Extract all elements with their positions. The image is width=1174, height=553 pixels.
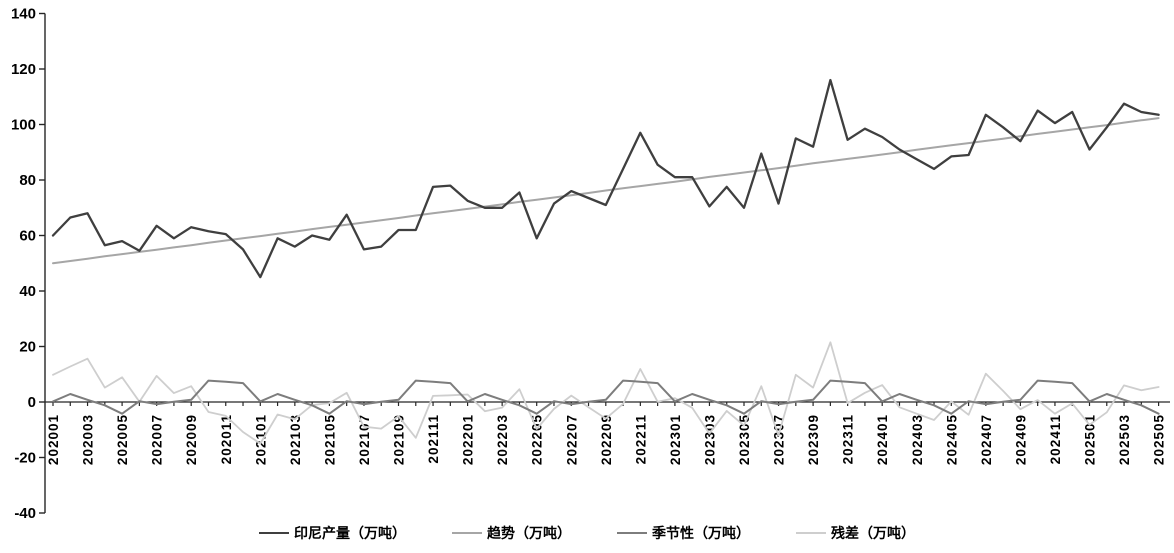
x-tick-label: 202503 xyxy=(1117,414,1132,465)
x-tick-label: 202103 xyxy=(288,414,303,465)
trend-line xyxy=(52,117,1160,265)
y-tick-label: -40 xyxy=(14,505,36,522)
legend-item-residual: 残差（万吨） xyxy=(796,523,915,543)
x-tick-label: 202403 xyxy=(910,414,925,465)
x-tick-label: 202005 xyxy=(115,414,130,465)
x-tick-label: 202107 xyxy=(357,414,372,465)
legend-item-trend: 趋势（万吨） xyxy=(452,523,571,543)
x-tick-label: 202405 xyxy=(944,414,959,465)
legend-label-seasonality: 季节性（万吨） xyxy=(652,525,750,541)
x-tick-label: 202007 xyxy=(150,414,165,465)
y-tick-label: 120 xyxy=(11,61,36,78)
x-tick-label: 202205 xyxy=(530,414,545,465)
x-tick-label: 202211 xyxy=(633,414,648,464)
chart-legend: 印尼产量（万吨） 趋势（万吨） 季节性（万吨） 残差（万吨） xyxy=(0,523,1174,543)
legend-label-residual: 残差（万吨） xyxy=(831,525,915,541)
x-tick-label: 202203 xyxy=(495,414,510,465)
x-tick-label: 202401 xyxy=(875,414,890,465)
x-tick-label: 202105 xyxy=(322,414,337,465)
production-line-swatch xyxy=(259,532,289,534)
y-tick-label: 40 xyxy=(19,283,36,300)
y-tick-label: 20 xyxy=(19,339,36,356)
residual-line xyxy=(52,341,1160,445)
x-tick-label: 202109 xyxy=(392,414,407,465)
x-tick-label: 202111 xyxy=(426,414,441,464)
x-tick-label: 202209 xyxy=(599,414,614,465)
seasonality-line-swatch xyxy=(617,532,647,534)
x-tick-label: 202309 xyxy=(806,414,821,465)
x-tick-label: 202411 xyxy=(1048,414,1063,464)
x-tick-label: 202409 xyxy=(1013,414,1028,465)
y-tick-label: 100 xyxy=(11,117,36,134)
production-line xyxy=(51,78,1160,279)
x-tick-label: 202305 xyxy=(737,414,752,465)
x-tick-label: 202301 xyxy=(668,414,683,465)
x-tick-label: 202011 xyxy=(219,414,234,464)
x-tick-label: 202101 xyxy=(253,414,268,465)
x-tick-label: 202003 xyxy=(81,414,96,465)
x-tick-label: 202311 xyxy=(841,414,856,464)
legend-label-production: 印尼产量（万吨） xyxy=(294,525,406,541)
seasonality-line xyxy=(52,379,1160,415)
legend-item-production: 印尼产量（万吨） xyxy=(259,523,406,543)
x-tick-label: 202303 xyxy=(702,414,717,465)
residual-line-swatch xyxy=(796,532,826,534)
y-tick-label: 60 xyxy=(19,228,36,245)
y-tick-label: 140 xyxy=(11,6,36,23)
x-tick-label: 202001 xyxy=(46,414,61,465)
y-tick-label: 0 xyxy=(28,394,36,411)
x-tick-label: 202501 xyxy=(1083,414,1098,465)
x-tick-label: 202201 xyxy=(461,414,476,465)
legend-label-trend: 趋势（万吨） xyxy=(487,525,571,541)
y-tick-label: 80 xyxy=(19,172,36,189)
x-tick-label: 202505 xyxy=(1152,414,1167,465)
x-tick-label: 202009 xyxy=(184,414,199,465)
legend-item-seasonality: 季节性（万吨） xyxy=(617,523,750,543)
y-tick-label: -20 xyxy=(14,450,36,467)
x-tick-label: 202207 xyxy=(564,414,579,465)
trend-line-swatch xyxy=(452,532,482,534)
x-tick-label: 202407 xyxy=(979,414,994,465)
